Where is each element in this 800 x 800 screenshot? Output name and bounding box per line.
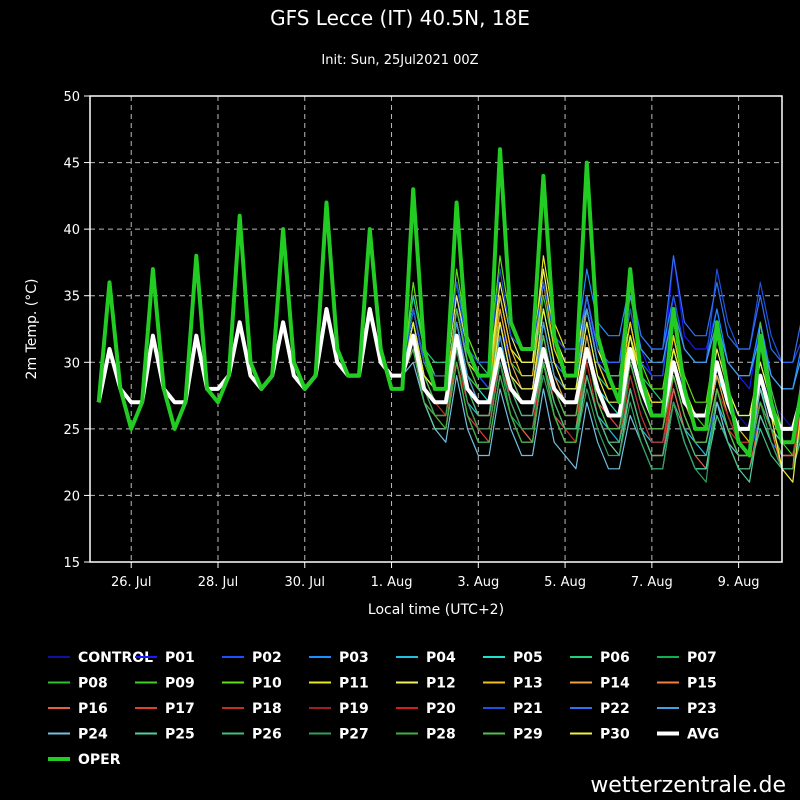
x-tick-label: 5. Aug [544, 575, 586, 590]
legend-label: AVG [687, 727, 719, 743]
legend-label: P06 [600, 650, 630, 666]
plot-frame [89, 95, 783, 563]
x-tick-label: 1. Aug [371, 575, 413, 590]
legend-label: OPER [78, 752, 121, 768]
legend-label: P13 [513, 676, 543, 692]
legend-label: P23 [687, 701, 717, 717]
series-line-avg [96, 307, 800, 431]
legend-label: P01 [165, 650, 195, 666]
legend-label: P22 [600, 701, 630, 717]
chart-title: GFS Lecce (IT) 40.5N, 18E [270, 6, 530, 30]
legend-label: P14 [600, 676, 630, 692]
y-tick-label: 35 [63, 290, 80, 305]
legend-label: CONTROL [78, 650, 153, 666]
y-tick-label: 45 [63, 157, 80, 172]
x-tick-label: 26. Jul [111, 575, 152, 590]
legend-label: P17 [165, 701, 195, 717]
chart-subtitle: Init: Sun, 25Jul2021 00Z [321, 53, 479, 68]
legend-label: P03 [339, 650, 369, 666]
legend-label: P02 [252, 650, 282, 666]
series-line-oper [96, 147, 800, 458]
x-tick-label: 3. Aug [457, 575, 499, 590]
legend-label: P07 [687, 650, 717, 666]
legend-label: P20 [426, 701, 456, 717]
legend-label: P12 [426, 676, 456, 692]
x-axis-label: Local time (UTC+2) [368, 602, 504, 618]
x-tick-label: 7. Aug [631, 575, 673, 590]
legend-label: P16 [78, 701, 108, 717]
legend-label: P30 [600, 727, 630, 743]
y-tick-label: 30 [63, 356, 80, 371]
legend-label: P19 [339, 701, 369, 717]
legend-label: P11 [339, 676, 369, 692]
y-tick-label: 20 [63, 489, 80, 504]
legend-label: P10 [252, 676, 282, 692]
legend-label: P08 [78, 676, 108, 692]
legend-label: P29 [513, 727, 543, 743]
legend-label: P04 [426, 650, 456, 666]
site-credit: wetterzentrale.de [590, 773, 786, 798]
y-tick-label: 50 [63, 90, 80, 105]
x-tick-label: 28. Jul [198, 575, 239, 590]
x-tick-label: 30. Jul [285, 575, 326, 590]
legend-label: P05 [513, 650, 543, 666]
legend-label: P15 [687, 676, 717, 692]
legend-label: P24 [78, 727, 108, 743]
x-tick-label: 9. Aug [718, 575, 760, 590]
legend-label: P18 [252, 701, 282, 717]
y-tick-label: 40 [63, 223, 80, 238]
y-axis-label: 2m Temp. (°C) [24, 279, 40, 380]
legend-label: P21 [513, 701, 543, 717]
legend-label: P27 [339, 727, 369, 743]
legend-label: P26 [252, 727, 282, 743]
legend-label: P28 [426, 727, 456, 743]
y-tick-label: 25 [63, 423, 80, 438]
legend-label: P09 [165, 676, 195, 692]
y-tick-label: 15 [63, 556, 80, 571]
legend-label: P25 [165, 727, 195, 743]
